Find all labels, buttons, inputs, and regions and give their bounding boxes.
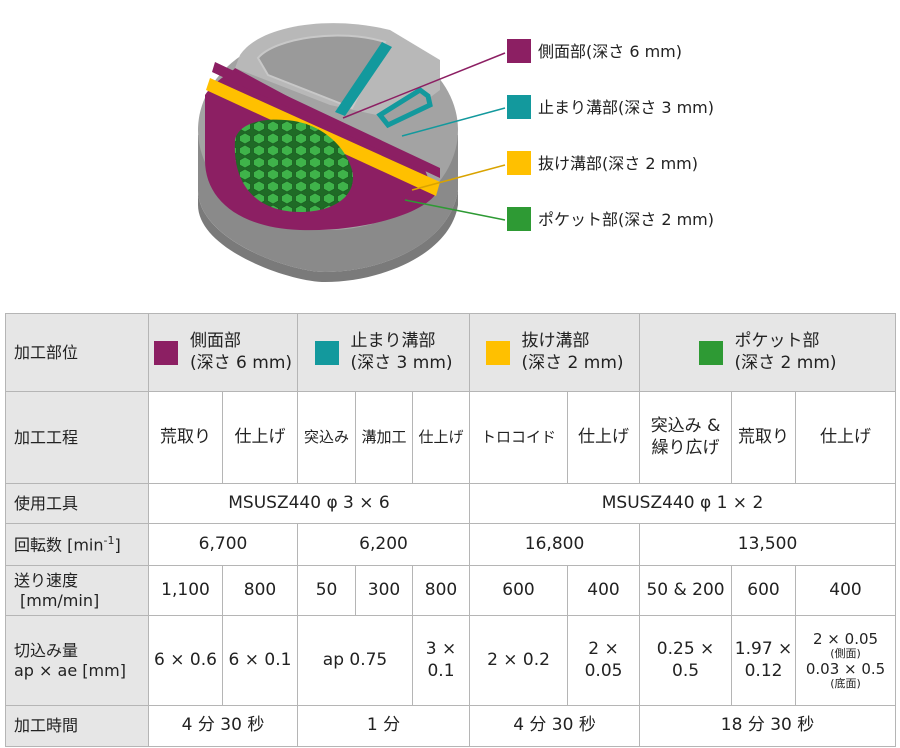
rpm-stop-groove: 6,200 — [297, 523, 471, 566]
legend-swatch-pocket — [507, 207, 531, 231]
rpm-side: 6,700 — [147, 523, 299, 566]
part-through-groove: 抜け溝部 (深さ 2 mm) — [469, 313, 641, 392]
row-tool: 使用工具 MSUSZ440 φ 3 × 6 MSUSZ440 φ 1 × 2 — [5, 483, 897, 524]
time-side: 4 分 30 秒 — [147, 705, 299, 747]
tool-a: MSUSZ440 φ 3 × 6 — [147, 483, 471, 524]
cut-cell: 3 × 0.1 — [412, 615, 471, 706]
feed-cell: 50 — [297, 565, 357, 616]
process-cell: トロコイド — [469, 391, 569, 484]
feed-cell: 400 — [567, 565, 641, 616]
row-cut: 切込み量 ap × ae [mm] 6 × 0.6 6 × 0.1 ap 0.75… — [5, 615, 897, 706]
feed-cell: 400 — [795, 565, 897, 616]
row-label-cut: 切込み量 ap × ae [mm] — [5, 615, 149, 706]
legend-label-stop-groove: 止まり溝部(深さ 3 mm) — [538, 98, 714, 117]
process-cell: 荒取り — [148, 391, 223, 484]
rpm-through-groove: 16,800 — [469, 523, 641, 566]
legend-label-side: 側面部(深さ 6 mm) — [538, 42, 682, 61]
machining-spec-table: 加工部位 側面部 (深さ 6 mm) 止まり溝部 (深さ 3 mm) 抜け溝部 (深さ… — [5, 313, 897, 747]
process-cell: 荒取り — [731, 391, 797, 484]
time-through-groove: 4 分 30 秒 — [469, 705, 641, 747]
part-side: 側面部 (深さ 6 mm) — [147, 313, 299, 392]
row-label-tool: 使用工具 — [5, 483, 149, 524]
row-time: 加工時間 4 分 30 秒 1 分 4 分 30 秒 18 分 30 秒 — [5, 705, 897, 747]
row-label-process: 加工工程 — [5, 391, 149, 484]
row-label-feed: 送り速度 [mm/min] — [5, 565, 149, 616]
part-side-swatch — [154, 340, 178, 365]
feed-cell: 50 & 200 — [639, 565, 733, 616]
row-label-time: 加工時間 — [5, 705, 149, 747]
process-cell: 仕上げ — [221, 391, 299, 484]
process-cell: 仕上げ — [412, 391, 471, 484]
tool-b: MSUSZ440 φ 1 × 2 — [469, 483, 897, 524]
feed-cell: 300 — [355, 565, 414, 616]
row-label-part: 加工部位 — [5, 313, 149, 392]
part-pocket: ポケット部 (深さ 2 mm) — [639, 313, 897, 392]
row-part: 加工部位 側面部 (深さ 6 mm) 止まり溝部 (深さ 3 mm) 抜け溝部 (深さ… — [5, 313, 897, 392]
feed-cell: 800 — [412, 565, 471, 616]
time-pocket: 18 分 30 秒 — [639, 705, 897, 747]
feed-cell: 600 — [731, 565, 797, 616]
row-rpm: 回転数 [min-1] 6,700 6,200 16,800 13,500 — [5, 523, 897, 566]
cut-cell: 6 × 0.1 — [221, 615, 299, 706]
row-label-rpm: 回転数 [min-1] — [5, 523, 149, 566]
part-through-groove-swatch — [485, 340, 510, 365]
process-cell: 仕上げ — [795, 391, 897, 484]
legend: 側面部(深さ 6 mm) 止まり溝部(深さ 3 mm) 抜け溝部(深さ 2 mm… — [507, 39, 714, 231]
process-cell: 仕上げ — [567, 391, 641, 484]
part-stop-groove: 止まり溝部 (深さ 3 mm) — [297, 313, 471, 392]
legend-swatch-through-groove — [507, 151, 531, 175]
cut-cell: 2 × 0.05 — [567, 615, 641, 706]
cut-cell: 2 × 0.2 — [469, 615, 569, 706]
process-cell: 突込み — [297, 391, 357, 484]
legend-label-pocket: ポケット部(深さ 2 mm) — [538, 210, 714, 229]
cut-cell: 2 × 0.05 (側面) 0.03 × 0.5 (底面) — [795, 615, 897, 706]
part-pocket-swatch — [698, 340, 723, 365]
pocket-region — [234, 119, 353, 212]
stop-groove — [335, 42, 392, 116]
side-strip — [212, 62, 440, 178]
rpm-pocket: 13,500 — [639, 523, 897, 566]
stop-groove-2 — [376, 86, 433, 129]
cut-cell: ap 0.75 — [297, 615, 414, 706]
part-stop-groove-swatch — [314, 340, 339, 365]
leader-lines — [342, 52, 506, 221]
workpiece-illustration: 側面部(深さ 6 mm) 止まり溝部(深さ 3 mm) 抜け溝部(深さ 2 mm… — [198, 23, 714, 282]
cut-cell: 1.97 × 0.12 — [731, 615, 797, 706]
feed-cell: 600 — [469, 565, 569, 616]
row-feed: 送り速度 [mm/min] 1,100 800 50 300 800 600 40… — [5, 565, 897, 616]
legend-label-through-groove: 抜け溝部(深さ 2 mm) — [538, 154, 698, 173]
process-cell: 突込み & 繰り広げ — [639, 391, 733, 484]
row-process: 加工工程 荒取り 仕上げ 突込み 溝加工 仕上げ トロコイド 仕上げ 突込み &… — [5, 391, 897, 484]
feed-cell: 1,100 — [148, 565, 223, 616]
cut-cell: 6 × 0.6 — [148, 615, 223, 706]
legend-swatch-stop-groove — [507, 95, 531, 119]
time-stop-groove: 1 分 — [297, 705, 471, 747]
feed-cell: 800 — [221, 565, 299, 616]
legend-swatch-side — [507, 39, 531, 63]
process-cell: 溝加工 — [355, 391, 414, 484]
cut-cell: 0.25 × 0.5 — [639, 615, 733, 706]
